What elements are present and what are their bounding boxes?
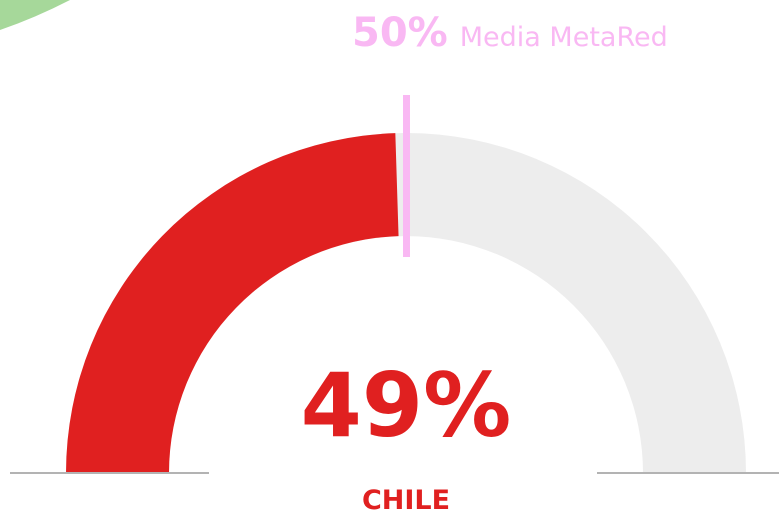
benchmark-name: Media MetaRed xyxy=(459,22,668,53)
benchmark-value: 50% xyxy=(352,10,448,56)
gauge-value-arc xyxy=(66,133,399,474)
benchmark-marker xyxy=(403,95,410,257)
corner-decoration xyxy=(0,0,70,30)
category-label: CHILE xyxy=(361,485,451,516)
benchmark-label: 50% Media MetaRed xyxy=(352,10,668,56)
gauge-value-label: 49% xyxy=(300,354,512,457)
